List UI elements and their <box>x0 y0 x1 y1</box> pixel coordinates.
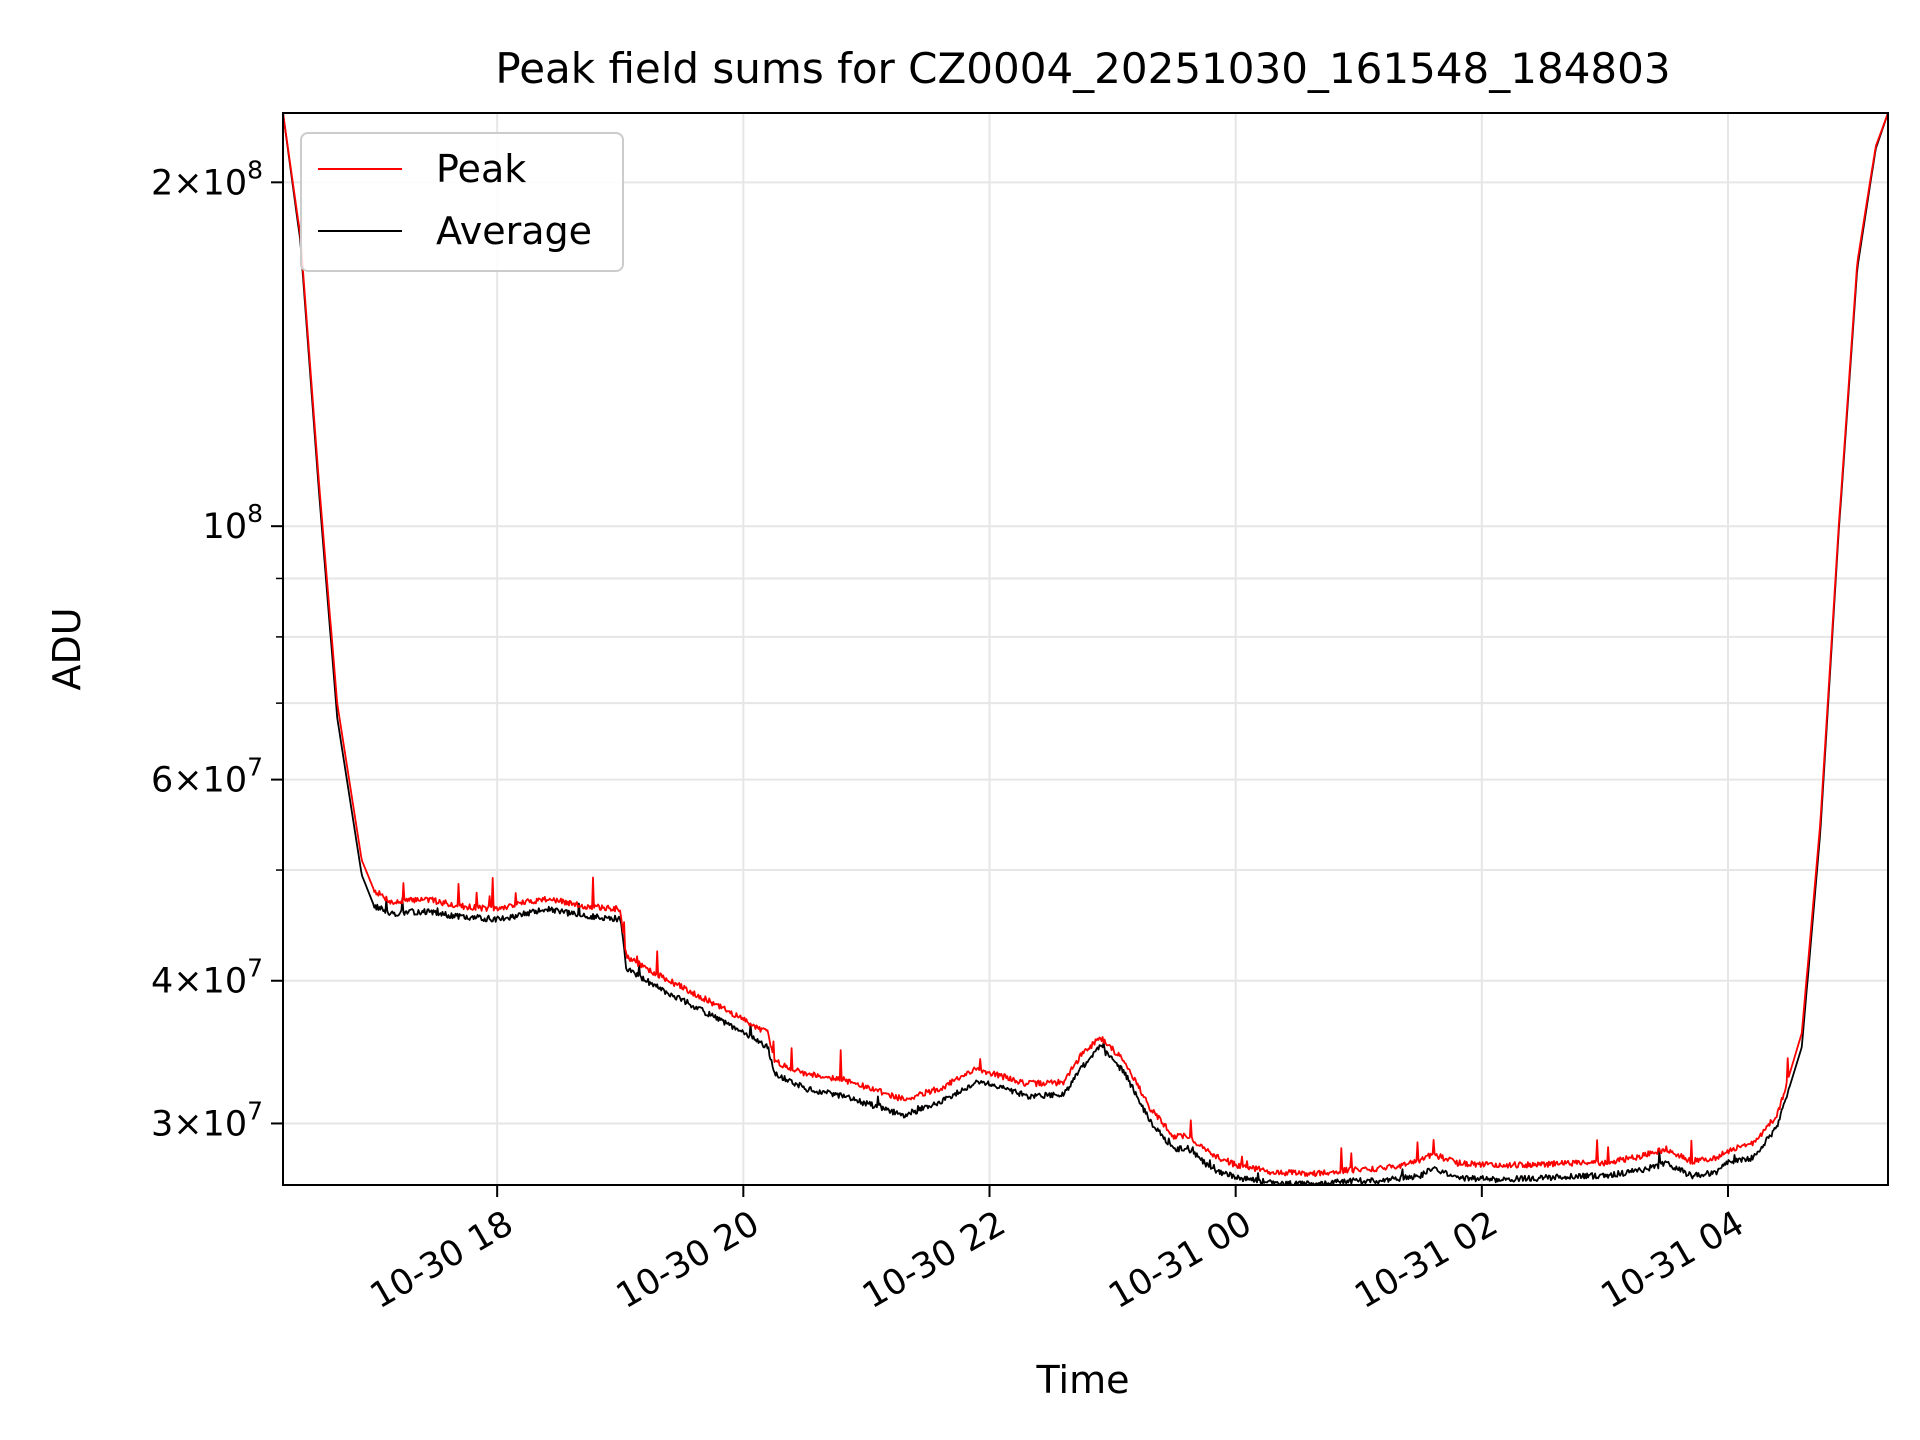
y-axis-label: ADU <box>45 607 89 690</box>
chart-title: Peak field sums for CZ0004_20251030_1615… <box>495 44 1670 93</box>
legend: Peak Average <box>300 132 624 272</box>
legend-label-average: Average <box>436 209 592 253</box>
legend-box <box>300 132 624 272</box>
plot-frame <box>282 112 1889 1186</box>
y-tick-label: 6×107 <box>151 753 263 801</box>
x-axis-label: Time <box>1036 1358 1130 1402</box>
y-axis-ticks: 3×107 4×107 6×107 108 2×108 <box>151 155 283 1144</box>
y-tick-label: 4×107 <box>151 954 263 1002</box>
y-tick-label: 108 <box>203 499 263 547</box>
grid-lines <box>283 113 1888 1185</box>
legend-label-peak: Peak <box>436 147 526 191</box>
series-line-average <box>283 113 1888 1185</box>
y-tick-label: 2×108 <box>151 155 263 203</box>
series-layer <box>283 113 1888 1185</box>
y-tick-label: 3×107 <box>151 1096 263 1144</box>
series-line-peak <box>283 113 1888 1178</box>
